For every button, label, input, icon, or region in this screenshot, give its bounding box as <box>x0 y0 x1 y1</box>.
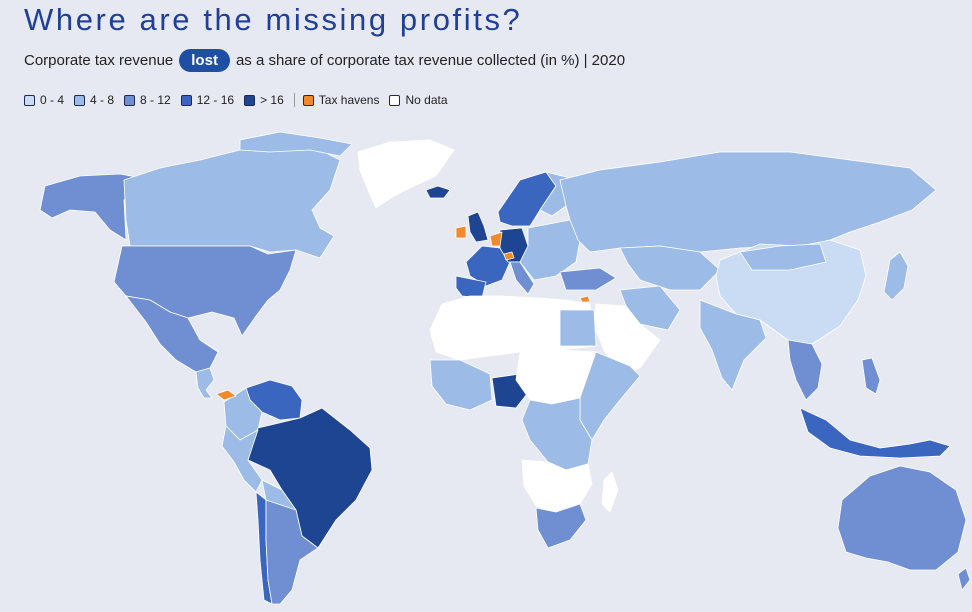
region-alaska[interactable] <box>39 173 153 241</box>
lost-highlight-badge: lost <box>179 49 230 72</box>
legend-label: 8 - 12 <box>140 93 171 107</box>
region-uk[interactable] <box>467 211 489 243</box>
legend-label: 4 - 8 <box>90 93 115 107</box>
legend-swatch-over-16 <box>244 94 256 106</box>
region-argentina[interactable] <box>265 499 319 605</box>
map-legend: 0 - 4 4 - 8 8 - 12 12 - 16 > 16 Tax have… <box>24 93 458 107</box>
region-japan[interactable] <box>883 251 909 301</box>
region-indonesia[interactable] <box>799 407 951 459</box>
region-mexico[interactable] <box>125 295 219 373</box>
region-russia[interactable] <box>559 151 937 253</box>
region-france[interactable] <box>465 245 511 287</box>
legend-item-tax-havens[interactable]: Tax havens <box>302 93 380 107</box>
region-netherlands[interactable] <box>489 231 503 247</box>
region-cyprus-haven[interactable] <box>579 295 591 303</box>
subtitle-text-after: as a share of corporate tax revenue coll… <box>235 52 626 69</box>
region-peru[interactable] <box>221 425 263 493</box>
legend-label: 0 - 4 <box>40 93 65 107</box>
region-southern-africa[interactable] <box>521 459 593 513</box>
legend-swatch-tax-havens <box>302 94 314 106</box>
region-madagascar[interactable] <box>601 471 619 513</box>
region-mongolia[interactable] <box>739 243 827 271</box>
region-ireland[interactable] <box>455 225 467 239</box>
region-canada-arctic[interactable] <box>239 131 353 157</box>
legend-item-0-4[interactable]: 0 - 4 <box>24 93 64 107</box>
region-caribbean-haven[interactable] <box>215 389 237 401</box>
legend-swatch-12-16 <box>180 94 192 106</box>
legend-separator <box>293 93 295 107</box>
region-philippines[interactable] <box>861 357 881 395</box>
legend-swatch-8-12 <box>124 94 136 106</box>
region-italy[interactable] <box>509 261 535 295</box>
legend-swatch-4-8 <box>74 94 86 106</box>
region-central-america[interactable] <box>195 367 215 399</box>
legend-label: 12 - 16 <box>196 93 235 107</box>
legend-label: No data <box>405 93 448 107</box>
legend-item-over-16[interactable]: > 16 <box>244 93 284 107</box>
subtitle-text-before: Corporate tax revenue <box>24 52 174 69</box>
legend-item-4-8[interactable]: 4 - 8 <box>74 93 114 107</box>
region-iceland[interactable] <box>425 185 451 199</box>
region-south-africa[interactable] <box>535 503 587 549</box>
region-brazil[interactable] <box>247 407 373 549</box>
region-usa[interactable] <box>113 245 297 337</box>
region-switzerland-haven[interactable] <box>503 251 515 261</box>
legend-item-12-16[interactable]: 12 - 16 <box>180 93 235 107</box>
map-title: Where are the missing profits? <box>24 2 523 37</box>
region-central-asia[interactable] <box>619 245 721 291</box>
region-egypt[interactable] <box>559 309 597 347</box>
legend-label: Tax havens <box>318 93 380 107</box>
map-subtitle: Corporate tax revenue lost as a share of… <box>24 49 625 72</box>
legend-item-8-12[interactable]: 8 - 12 <box>124 93 171 107</box>
region-india[interactable] <box>699 299 767 391</box>
region-australia[interactable] <box>837 465 967 571</box>
legend-swatch-0-4 <box>24 94 35 106</box>
legend-label: > 16 <box>260 93 284 107</box>
region-canada[interactable] <box>123 147 341 259</box>
region-turkey[interactable] <box>559 267 617 291</box>
region-west-africa[interactable] <box>429 359 493 411</box>
region-southeast-asia[interactable] <box>787 339 823 401</box>
region-new-zealand[interactable] <box>957 567 971 591</box>
legend-swatch-no-data <box>389 94 401 106</box>
legend-item-no-data[interactable]: No data <box>389 93 448 107</box>
region-greenland[interactable] <box>357 139 455 209</box>
